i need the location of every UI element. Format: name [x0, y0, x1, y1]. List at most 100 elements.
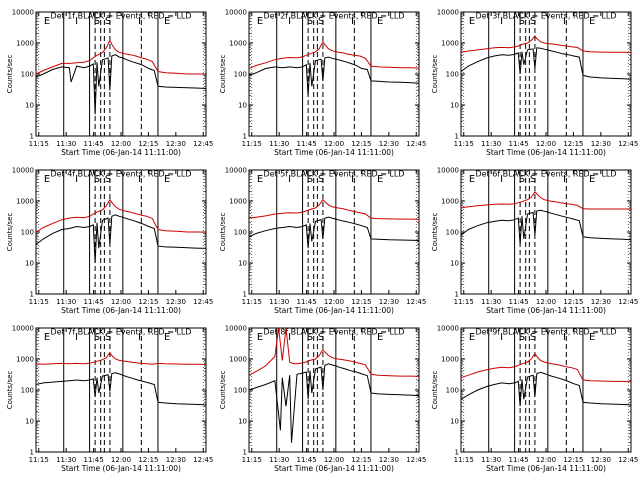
x-tick-label: 11:15 [454, 140, 474, 148]
x-tick-label: 11:30 [269, 140, 289, 148]
x-tick-label: 12:30 [379, 140, 399, 148]
y-tick-label: 1 [455, 133, 459, 141]
y-tick-label: 10000 [12, 9, 34, 17]
y-axis-label: Counts/sec [6, 213, 14, 252]
marker-label: E [44, 174, 50, 185]
y-tick-label: 1 [243, 449, 247, 457]
y-tick-label: 1 [455, 449, 459, 457]
x-tick-label: 12:00 [324, 140, 344, 148]
marker-label: E [469, 332, 475, 343]
y-tick-label: 1000 [441, 198, 459, 206]
x-tick-label: 12:45 [193, 140, 213, 148]
x-tick-label: 12:30 [591, 140, 611, 148]
events-series-line [35, 214, 206, 264]
chart-panel-7: Det 7f BLACK = Events, RED = LLD 1 10 100 10… [6, 325, 213, 474]
marker-label: I [75, 16, 78, 27]
marker-label: E [589, 332, 595, 343]
marker-label: E [257, 332, 263, 343]
marker-label: E [589, 174, 595, 185]
marker-label: S [519, 16, 525, 27]
y-tick-label: 10 [238, 260, 247, 268]
y-tick-label: 1 [243, 291, 247, 299]
x-tick-label: 11:45 [83, 140, 103, 148]
marker-label: S [318, 174, 324, 185]
y-tick-label: 10 [450, 418, 459, 426]
x-tick-label: 12:00 [111, 298, 131, 306]
y-tick-label: 1 [455, 291, 459, 299]
x-tick-label: 11:45 [296, 456, 316, 464]
marker-label: I [563, 174, 566, 185]
y-tick-label: 10000 [225, 325, 247, 333]
marker-label: E [44, 16, 50, 27]
marker-label: S [307, 174, 313, 185]
lld-series-line [248, 40, 420, 69]
y-tick-label: 10 [450, 260, 459, 268]
x-tick-label: 12:15 [563, 140, 583, 148]
x-tick-label: 12:00 [536, 456, 556, 464]
y-axis-label: Counts/sec [219, 213, 227, 252]
x-tick-label: 11:45 [508, 140, 528, 148]
y-tick-label: 10000 [12, 325, 34, 333]
x-tick-label: 11:15 [29, 298, 49, 306]
x-tick-label: 12:15 [138, 298, 158, 306]
marker-label: I [288, 16, 291, 27]
x-tick-label: 11:15 [454, 298, 474, 306]
x-tick-label: 12:00 [111, 140, 131, 148]
lld-series-line [248, 198, 420, 220]
y-tick-label: 10 [238, 102, 247, 110]
lld-series-line [35, 39, 207, 75]
marker-label: I [351, 332, 354, 343]
y-tick-label: 100 [234, 229, 247, 237]
chart-title: Det 7f BLACK = Events, RED = LLD [50, 328, 191, 337]
marker-label: S [519, 332, 525, 343]
x-tick-label: 12:45 [406, 298, 426, 306]
events-series-line [460, 209, 632, 245]
x-tick-label: 11:15 [29, 140, 49, 148]
x-tick-label: 11:15 [29, 456, 49, 464]
marker-label: S [530, 16, 536, 27]
chart-title: Det 2f BLACK = Events, RED = LLD [263, 12, 404, 21]
chart-title: Det 8f BLACK = Events, RED = LLD [263, 328, 404, 337]
y-tick-label: 100 [446, 229, 459, 237]
x-tick-label: 11:45 [508, 298, 528, 306]
x-tick-label: 11:15 [454, 456, 474, 464]
x-tick-label: 11:30 [481, 456, 501, 464]
marker-label: I [288, 174, 291, 185]
lld-series-line [248, 327, 420, 377]
x-tick-label: 12:45 [618, 456, 638, 464]
x-tick-label: 12:30 [591, 456, 611, 464]
x-tick-label: 11:15 [242, 298, 262, 306]
chart-panel-1: Det 1f BLACK = Events, RED = LLD 1 10 100 10… [6, 9, 213, 158]
y-tick-label: 1000 [16, 356, 34, 364]
x-tick-label: 11:45 [296, 140, 316, 148]
marker-label: I [138, 332, 141, 343]
x-tick-label: 12:30 [379, 298, 399, 306]
x-tick-label: 12:15 [138, 456, 158, 464]
x-axis-label: Start Time (06-Jan-14 11:11:00) [274, 464, 394, 473]
chart-title: Det 1f BLACK = Events, RED = LLD [50, 12, 191, 21]
chart-title: Det 3f BLACK = Events, RED = LLD [475, 12, 616, 21]
x-axis-label: Start Time (06-Jan-14 11:11:00) [486, 306, 606, 315]
y-tick-label: 10 [238, 418, 247, 426]
x-axis-label: Start Time (06-Jan-14 11:11:00) [274, 306, 394, 315]
marker-label: S [105, 174, 111, 185]
x-tick-label: 12:45 [406, 140, 426, 148]
y-tick-label: 1000 [229, 40, 247, 48]
x-tick-label: 12:15 [351, 140, 371, 148]
chart-panel-4: Det 4f BLACK = Events, RED = LLD 1 10 100 10… [6, 167, 213, 316]
x-tick-label: 12:15 [351, 456, 371, 464]
events-series-line [35, 54, 207, 115]
y-tick-label: 100 [446, 71, 459, 79]
lld-series-line [460, 190, 631, 210]
y-tick-label: 100 [21, 387, 34, 395]
x-axis-label: Start Time (06-Jan-14 11:11:00) [61, 148, 181, 157]
marker-label: S [519, 174, 525, 185]
x-tick-label: 11:30 [269, 298, 289, 306]
marker-label: S [94, 174, 100, 185]
x-tick-label: 12:45 [193, 298, 213, 306]
x-axis-label: Start Time (06-Jan-14 11:11:00) [61, 464, 181, 473]
x-tick-label: 12:30 [166, 298, 186, 306]
y-tick-label: 1000 [16, 40, 34, 48]
y-axis-label: Counts/sec [6, 371, 14, 410]
